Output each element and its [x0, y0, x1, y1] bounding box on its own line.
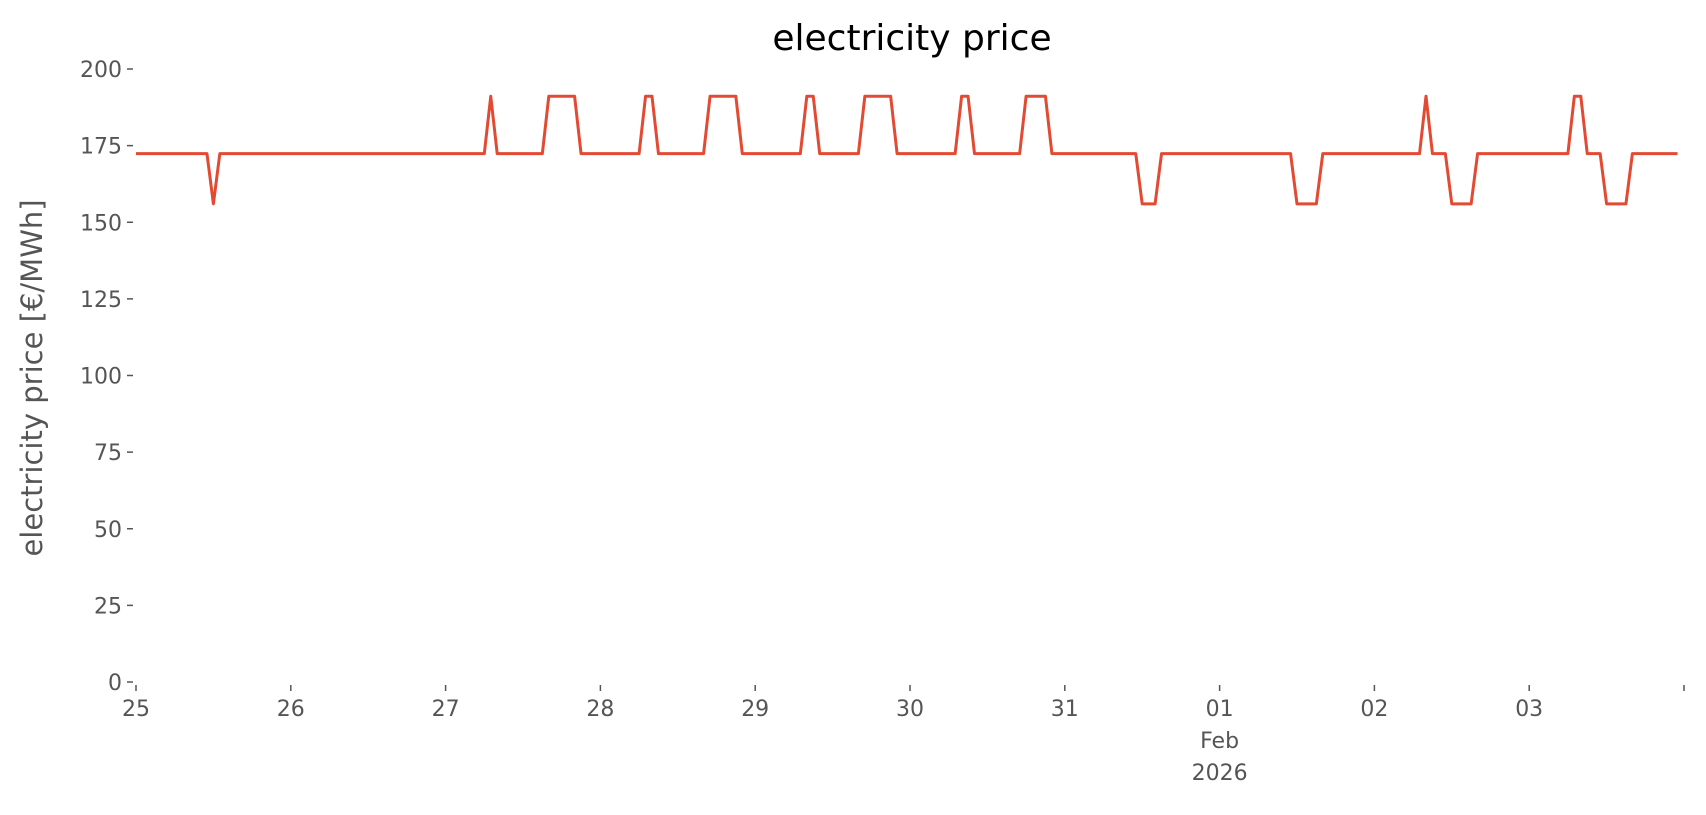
y-tick-label: 200: [80, 58, 122, 83]
x-tick-label: 27: [432, 697, 460, 722]
x-tick-label: 31: [1051, 697, 1079, 722]
x-tick-label: 29: [741, 697, 769, 722]
y-tick-label: 125: [80, 288, 122, 313]
x-tick-label: 26: [277, 697, 305, 722]
y-axis-label: electricity price [€/MWh]: [15, 199, 49, 556]
x-tick-label: 02: [1360, 697, 1388, 722]
y-tick-label: 175: [80, 135, 122, 160]
x-tick-label: 30: [896, 697, 924, 722]
y-tick-label: 50: [94, 518, 122, 543]
y-tick-label: 150: [80, 211, 122, 236]
y-tick-label: 100: [80, 365, 122, 390]
x-tick-label: 2026: [1192, 761, 1248, 786]
y-tick-label: 0: [108, 671, 122, 696]
y-tick-label: 25: [94, 594, 122, 619]
price-line: [136, 94, 1678, 206]
y-tick-label: 75: [94, 441, 122, 466]
x-tick-label: 25: [122, 697, 150, 722]
x-tick-label: 28: [586, 697, 614, 722]
x-tick-label: 01: [1206, 697, 1234, 722]
x-tick-label: 03: [1515, 697, 1543, 722]
x-tick-label: Feb: [1200, 729, 1239, 754]
chart-title: electricity price: [772, 18, 1051, 59]
